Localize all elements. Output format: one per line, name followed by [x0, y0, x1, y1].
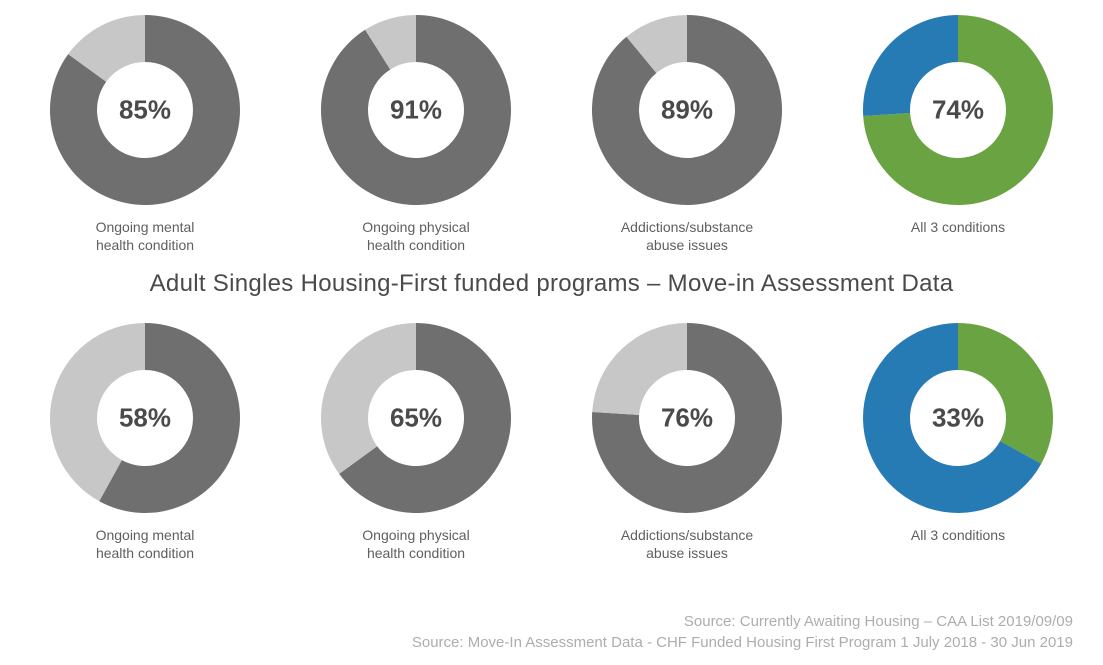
donut-chart-r2c3: 76% Addictions/substanceabuse issues	[572, 318, 802, 564]
source-line-2: Source: Move-In Assessment Data - CHF Fu…	[412, 632, 1073, 653]
donut-center-value: 74%	[932, 95, 984, 126]
donut-graphic: 85%	[45, 10, 245, 210]
source-line-1: Source: Currently Awaiting Housing – CAA…	[412, 611, 1073, 632]
donut-center-value: 85%	[119, 95, 171, 126]
donut-graphic: 89%	[587, 10, 787, 210]
donut-chart-r2c2: 65% Ongoing physicalhealth condition	[301, 318, 531, 564]
donut-center-value: 91%	[390, 95, 442, 126]
donut-center-value: 33%	[932, 403, 984, 434]
donut-center-value: 65%	[390, 403, 442, 434]
donut-graphic: 58%	[45, 318, 245, 518]
donut-chart-r1c2: 91% Ongoing physicalhealth condition	[301, 10, 531, 256]
donut-graphic: 33%	[858, 318, 1058, 518]
donut-center-value: 76%	[661, 403, 713, 434]
donut-caption: All 3 conditions	[911, 218, 1005, 256]
donut-row-bottom: 58% Ongoing mentalhealth condition 65% Ongo…	[30, 318, 1073, 564]
donut-caption: All 3 conditions	[911, 526, 1005, 564]
donut-row-top: 85% Ongoing mentalhealth condition 91% Ongo…	[30, 10, 1073, 256]
donut-chart-r1c3: 89% Addictions/substanceabuse issues	[572, 10, 802, 256]
donut-graphic: 65%	[316, 318, 516, 518]
section-title: Adult Singles Housing-First funded progr…	[30, 270, 1073, 298]
donut-graphic: 76%	[587, 318, 787, 518]
donut-caption: Addictions/substanceabuse issues	[621, 526, 753, 564]
donut-graphic: 91%	[316, 10, 516, 210]
donut-graphic: 74%	[858, 10, 1058, 210]
source-attribution: Source: Currently Awaiting Housing – CAA…	[412, 611, 1073, 653]
donut-caption: Addictions/substanceabuse issues	[621, 218, 753, 256]
donut-caption: Ongoing physicalhealth condition	[362, 526, 469, 564]
donut-center-value: 89%	[661, 95, 713, 126]
donut-chart-r2c4: 33% All 3 conditions	[843, 318, 1073, 564]
donut-caption: Ongoing physicalhealth condition	[362, 218, 469, 256]
donut-chart-r1c4: 74% All 3 conditions	[843, 10, 1073, 256]
donut-center-value: 58%	[119, 403, 171, 434]
donut-caption: Ongoing mentalhealth condition	[96, 218, 195, 256]
donut-caption: Ongoing mentalhealth condition	[96, 526, 195, 564]
donut-chart-r1c1: 85% Ongoing mentalhealth condition	[30, 10, 260, 256]
donut-chart-r2c1: 58% Ongoing mentalhealth condition	[30, 318, 260, 564]
